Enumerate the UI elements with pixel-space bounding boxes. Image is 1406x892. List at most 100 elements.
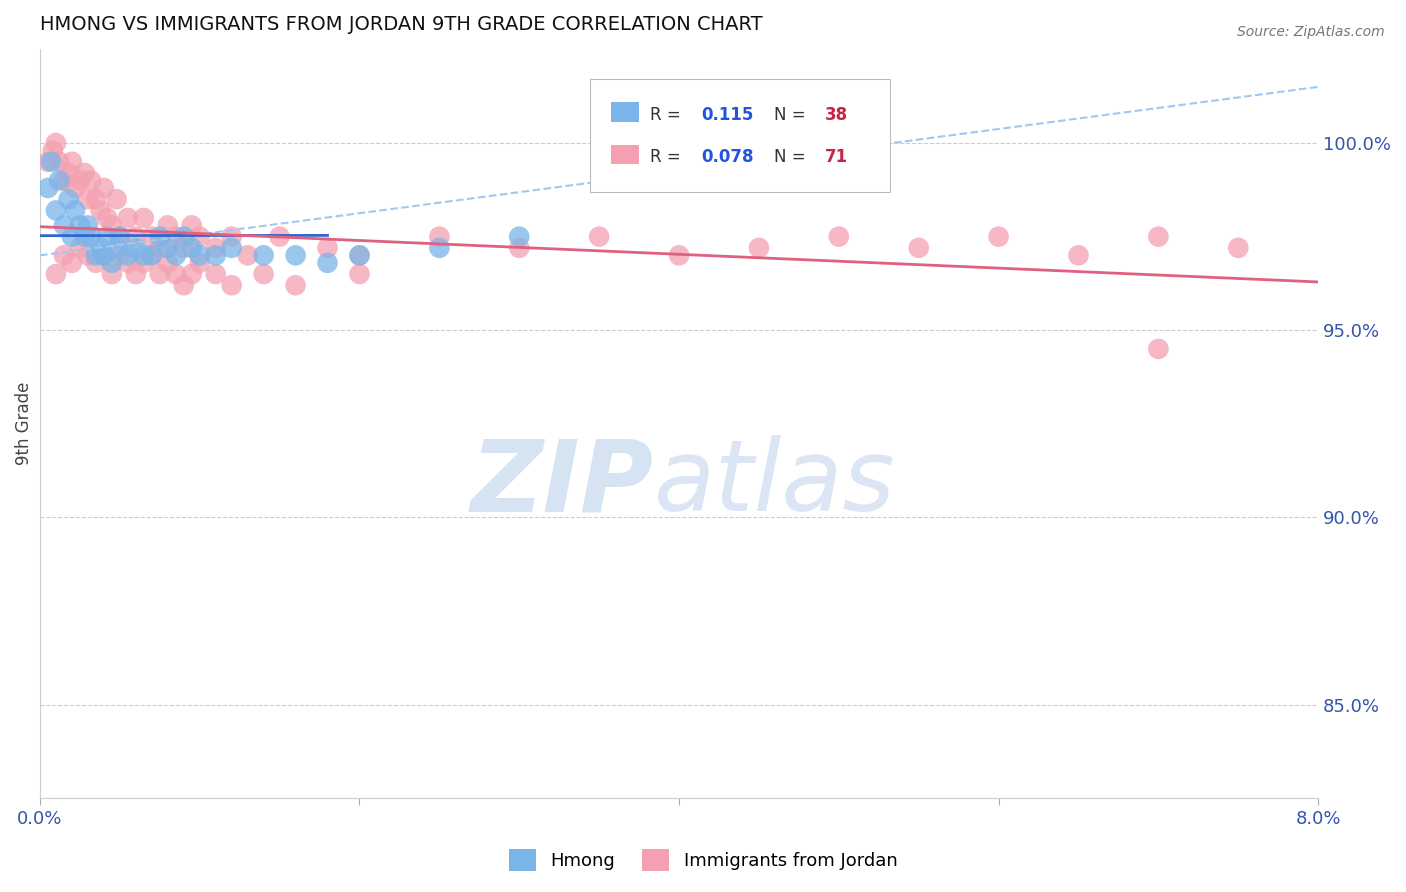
Point: [48, 154, 70, 169]
Point: [180, 267, 202, 281]
Point: [748, 241, 770, 255]
Text: ZIP: ZIP: [471, 435, 654, 533]
Point: [165, 248, 187, 262]
Point: [125, 229, 148, 244]
Point: [253, 248, 276, 262]
Point: [60, 154, 83, 169]
Point: [141, 229, 163, 244]
Point: [204, 267, 226, 281]
Point: [96, 229, 118, 244]
Point: [316, 241, 339, 255]
Point: [828, 229, 851, 244]
Point: [42, 144, 65, 158]
Point: [90, 241, 112, 255]
Point: [58, 166, 80, 180]
Point: [45, 136, 67, 150]
Point: [69, 241, 91, 255]
Point: [117, 211, 139, 225]
Point: [93, 181, 115, 195]
Point: [349, 267, 371, 281]
Point: [132, 248, 155, 262]
Point: [77, 219, 100, 233]
Point: [69, 219, 91, 233]
Text: N =: N =: [773, 105, 806, 124]
Point: [37, 181, 59, 195]
Point: [101, 256, 124, 270]
Point: [253, 267, 276, 281]
Point: [101, 267, 124, 281]
Point: [349, 248, 371, 262]
Point: [125, 241, 148, 255]
Point: [93, 248, 115, 262]
Point: [52, 173, 75, 187]
Point: [316, 256, 339, 270]
Point: [80, 229, 103, 244]
Point: [429, 229, 451, 244]
Point: [69, 173, 91, 187]
Point: [48, 173, 70, 187]
Point: [101, 219, 124, 233]
Point: [1147, 342, 1170, 356]
Point: [108, 229, 131, 244]
Text: 0.078: 0.078: [700, 148, 754, 166]
Point: [108, 248, 131, 262]
Point: [188, 256, 211, 270]
Point: [165, 229, 187, 244]
Point: [429, 241, 451, 255]
Point: [668, 248, 690, 262]
Point: [284, 278, 307, 293]
Point: [96, 211, 118, 225]
Point: [180, 241, 202, 255]
Point: [1227, 241, 1250, 255]
Point: [149, 267, 172, 281]
Point: [165, 267, 187, 281]
Point: [188, 248, 211, 262]
Text: 38: 38: [825, 105, 848, 124]
Point: [60, 229, 83, 244]
Point: [141, 248, 163, 262]
Point: [173, 278, 195, 293]
Bar: [612, 102, 640, 122]
Text: atlas: atlas: [654, 435, 896, 533]
Point: [349, 248, 371, 262]
Point: [987, 229, 1010, 244]
Point: [149, 229, 172, 244]
Point: [84, 256, 107, 270]
Point: [125, 267, 148, 281]
Point: [204, 241, 226, 255]
Point: [156, 256, 179, 270]
Point: [80, 173, 103, 187]
Point: [52, 248, 75, 262]
Point: [180, 219, 202, 233]
Point: [84, 192, 107, 206]
Point: [117, 256, 139, 270]
Point: [52, 219, 75, 233]
Point: [73, 166, 96, 180]
Point: [173, 229, 195, 244]
Text: 0.115: 0.115: [700, 105, 754, 124]
Point: [221, 241, 243, 255]
Text: HMONG VS IMMIGRANTS FROM JORDAN 9TH GRADE CORRELATION CHART: HMONG VS IMMIGRANTS FROM JORDAN 9TH GRAD…: [39, 15, 762, 34]
Point: [77, 248, 100, 262]
Y-axis label: 9th Grade: 9th Grade: [15, 382, 32, 466]
Point: [63, 181, 86, 195]
Point: [1147, 229, 1170, 244]
Point: [90, 203, 112, 218]
Point: [105, 192, 128, 206]
Point: [156, 219, 179, 233]
Point: [221, 229, 243, 244]
Text: Source: ZipAtlas.com: Source: ZipAtlas.com: [1237, 25, 1385, 39]
Point: [77, 192, 100, 206]
Bar: [612, 145, 640, 164]
Point: [204, 248, 226, 262]
Point: [73, 229, 96, 244]
Text: N =: N =: [773, 148, 806, 166]
Point: [132, 211, 155, 225]
Point: [117, 248, 139, 262]
Point: [156, 241, 179, 255]
Point: [236, 248, 259, 262]
Point: [45, 203, 67, 218]
Point: [58, 192, 80, 206]
Point: [84, 248, 107, 262]
Point: [508, 241, 530, 255]
